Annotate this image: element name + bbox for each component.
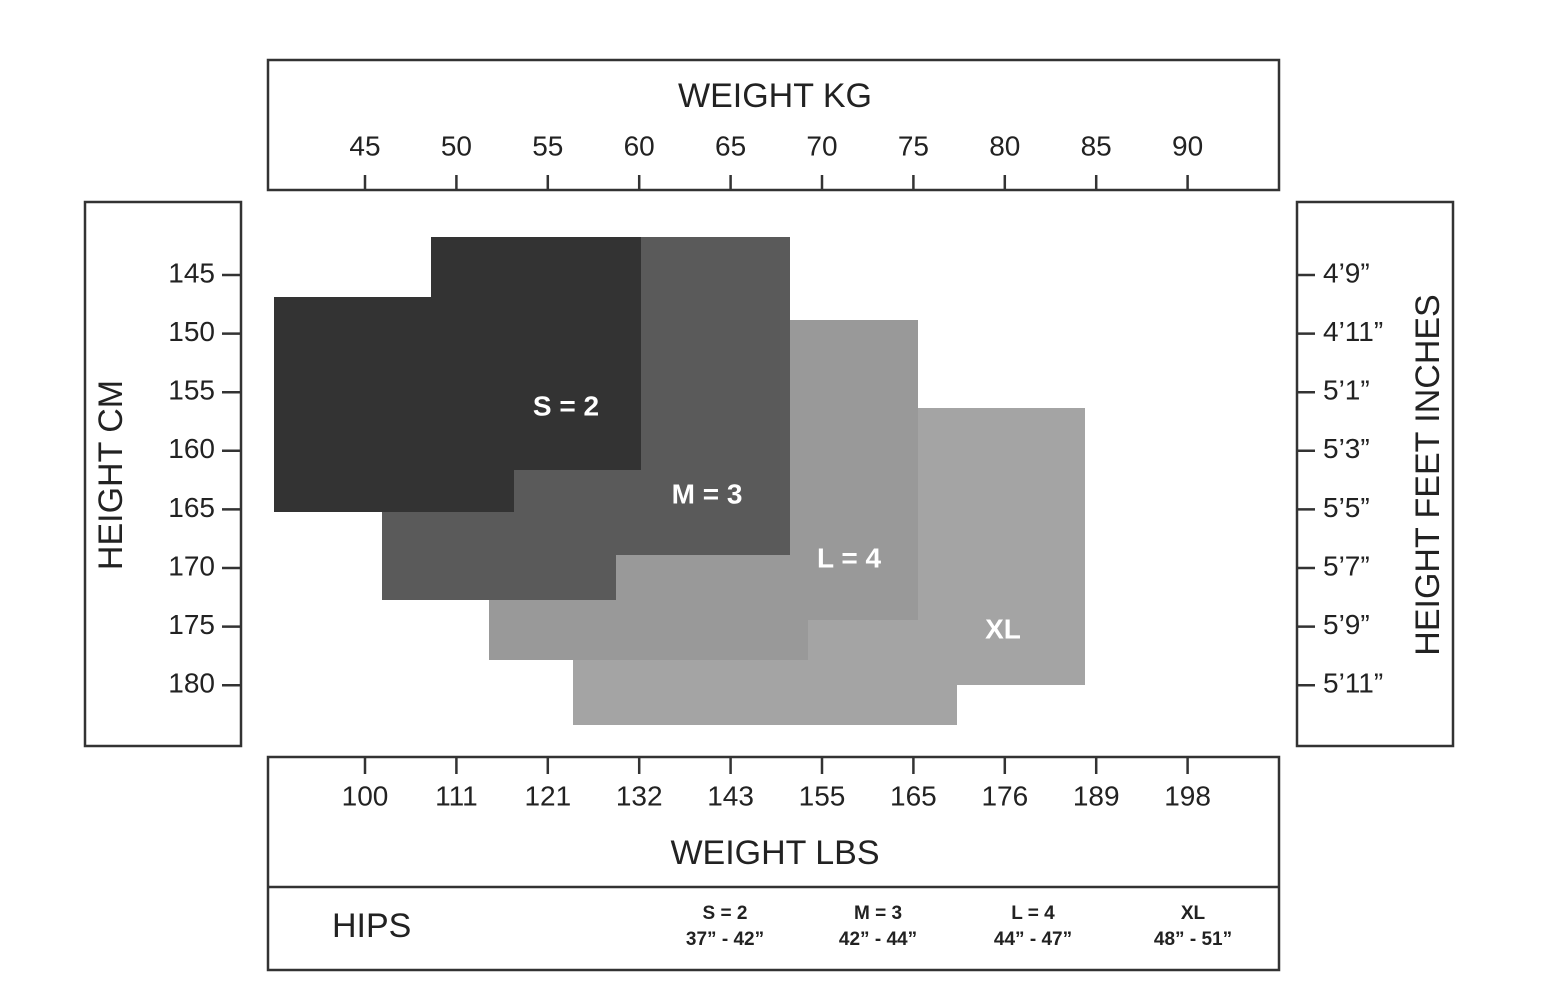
hips-range: 48” - 51” [1154, 929, 1232, 950]
size-label: L = 4 [817, 542, 882, 573]
tick-label: 50 [441, 130, 472, 161]
hips-title: HIPS [332, 907, 411, 945]
axis-title: HEIGHT CM [92, 380, 130, 570]
hips-size: L = 4 [1011, 903, 1055, 924]
tick-label: 65 [715, 130, 746, 161]
hips-size: XL [1181, 903, 1206, 924]
tick-label: 75 [898, 130, 929, 161]
tick-label: 80 [989, 130, 1020, 161]
hips-range: 44” - 47” [994, 929, 1072, 950]
tick-label: 60 [624, 130, 655, 161]
hips-size: M = 3 [854, 903, 902, 924]
size-label: M = 3 [672, 478, 743, 509]
weight-lbs-box [266, 755, 1281, 972]
hips-range: 37” - 42” [686, 929, 764, 950]
tick-label: 180 [168, 668, 215, 699]
tick-label: 145 [168, 257, 215, 288]
tick-label: 4’9” [1323, 257, 1370, 288]
tick-label: 143 [707, 780, 754, 811]
tick-label: 90 [1172, 130, 1203, 161]
tick-label: 155 [168, 375, 215, 406]
tick-label: 165 [168, 492, 215, 523]
tick-label: 85 [1081, 130, 1112, 161]
tick-label: 45 [349, 130, 380, 161]
tick-label: 111 [435, 780, 478, 811]
axis-title: HEIGHT FEET INCHES [1409, 294, 1447, 655]
region-m [382, 237, 790, 600]
tick-label: 4’11” [1323, 316, 1383, 347]
tick-label: 5’7” [1323, 550, 1370, 581]
tick-label: 121 [524, 780, 571, 811]
axis-title: WEIGHT KG [678, 77, 872, 115]
height-cm-box [83, 200, 243, 748]
tick-label: 160 [168, 433, 215, 464]
tick-label: 132 [616, 780, 663, 811]
tick-label: 176 [981, 780, 1028, 811]
tick-label: 100 [342, 780, 389, 811]
tick-label: 170 [168, 550, 215, 581]
hips-range: 42” - 44” [839, 929, 917, 950]
size-label: XL [985, 613, 1021, 644]
tick-label: 165 [890, 780, 937, 811]
tick-label: 175 [168, 609, 215, 640]
tick-label: 155 [799, 780, 846, 811]
tick-label: 5’9” [1323, 609, 1370, 640]
tick-label: 55 [532, 130, 563, 161]
tick-label: 150 [168, 316, 215, 347]
axis-title: WEIGHT LBS [670, 834, 879, 872]
tick-label: 70 [806, 130, 837, 161]
tick-label: 189 [1073, 780, 1120, 811]
size-label: S = 2 [533, 390, 599, 421]
tick-label: 5’3” [1323, 433, 1370, 464]
tick-label: 5’11” [1323, 668, 1383, 699]
tick-label: 5’1” [1323, 375, 1370, 406]
weight-kg-box [266, 58, 1281, 192]
region-s [274, 237, 641, 512]
tick-label: 198 [1164, 780, 1211, 811]
tick-label: 5’5” [1323, 492, 1370, 523]
hips-size: S = 2 [703, 903, 748, 924]
height-ft-box [1295, 200, 1455, 748]
